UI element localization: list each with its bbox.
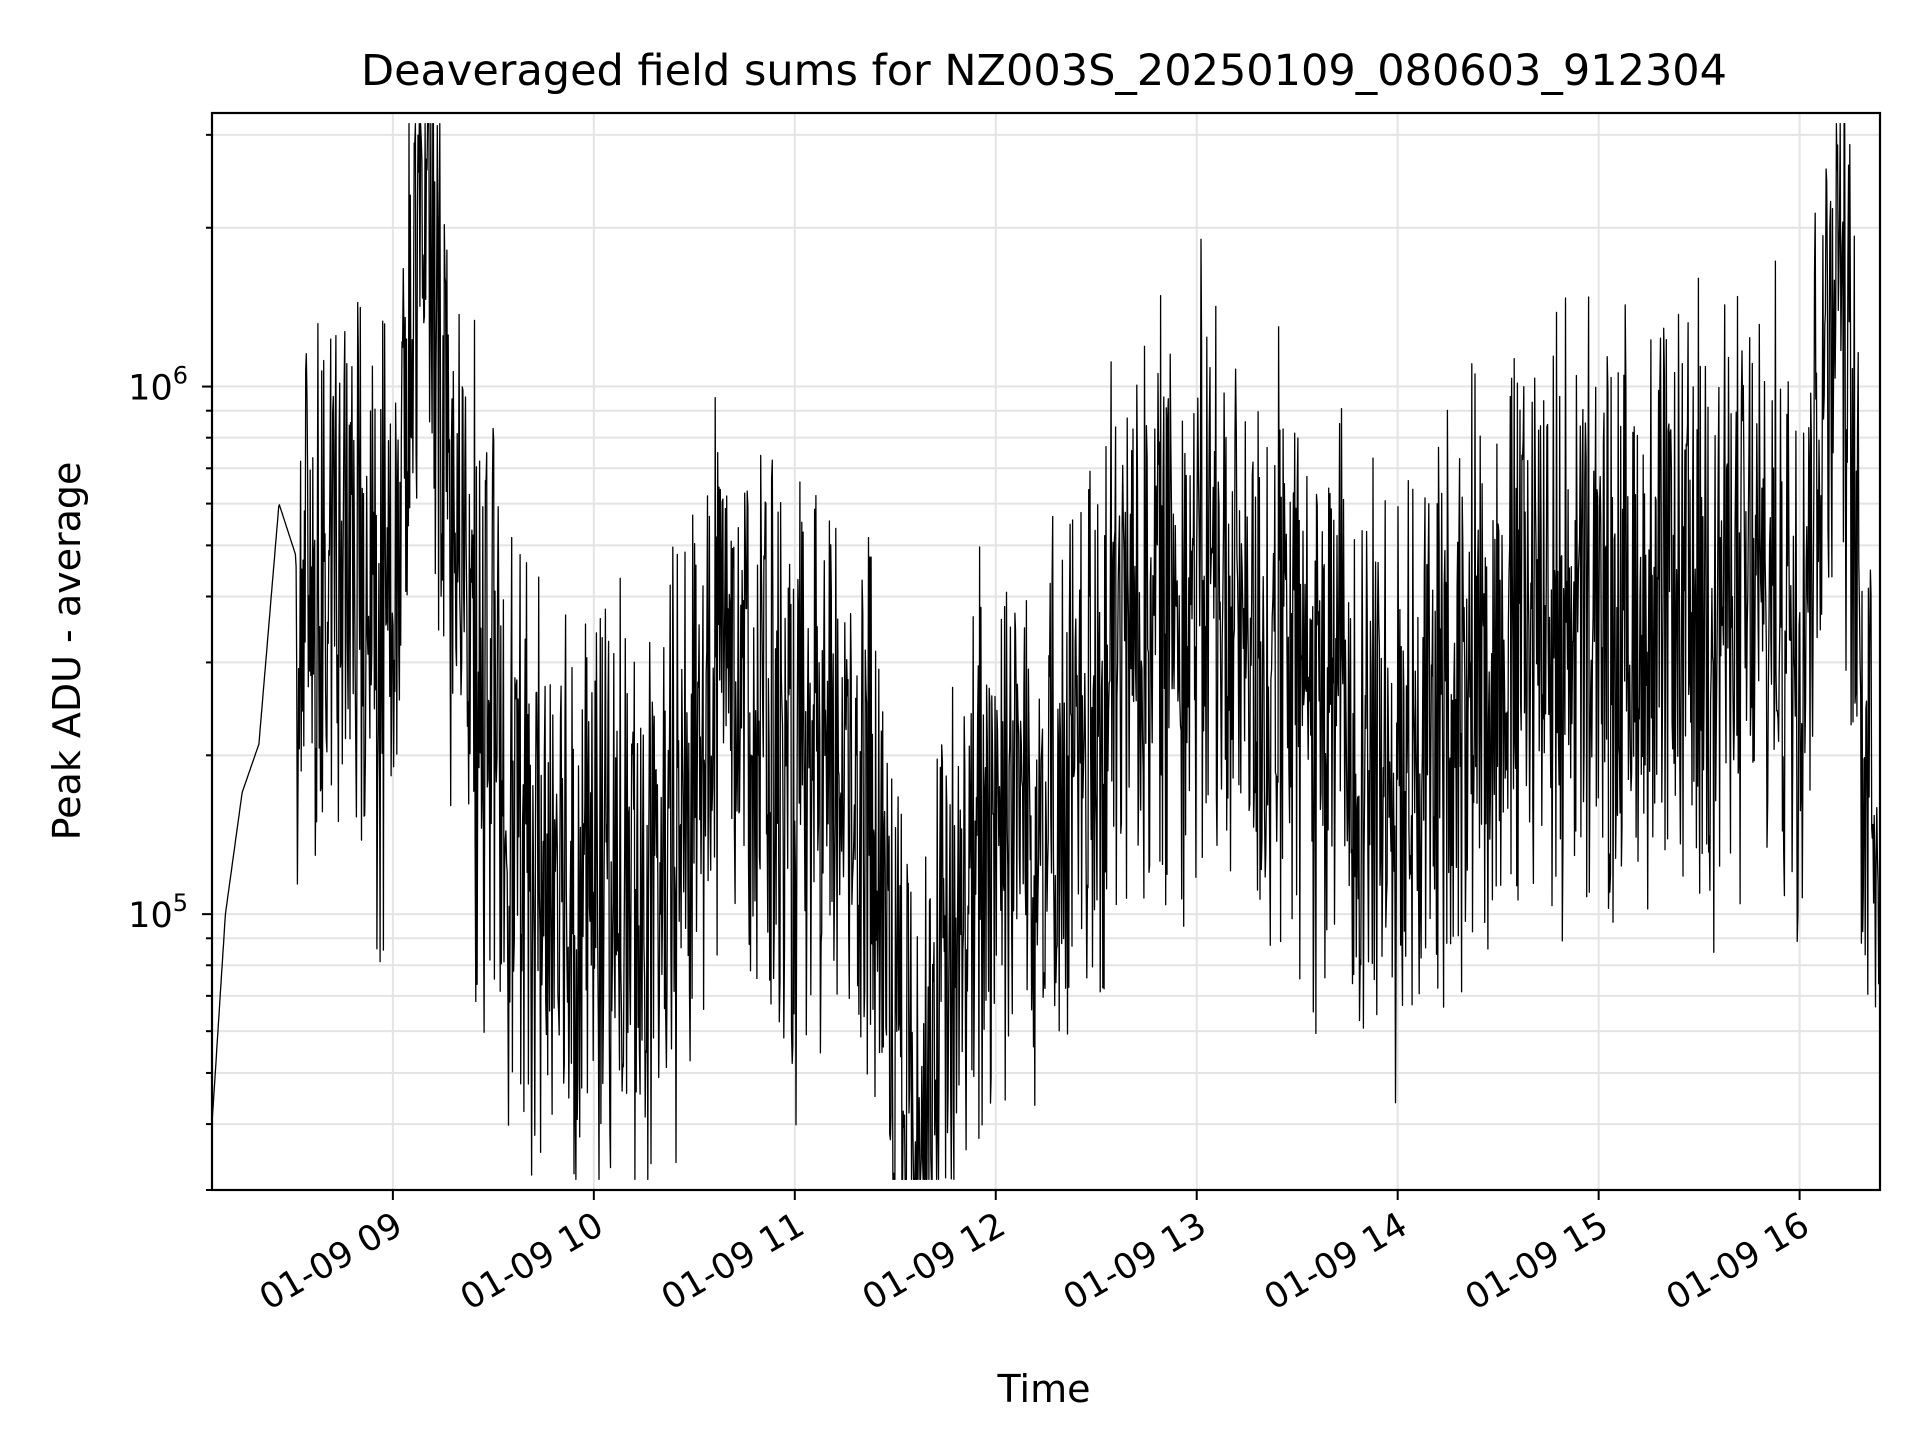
- plot-area-frame: [210, 111, 1882, 1192]
- y-tick-exponent: 5: [173, 889, 188, 917]
- chart-title: Deaveraged field sums for NZ003S_2025010…: [361, 46, 1727, 96]
- axis-ticks: [202, 133, 1801, 1200]
- series-line: [211, 122, 1881, 1181]
- data-series: [211, 122, 1881, 1181]
- y-tick-exponent: 6: [173, 362, 188, 390]
- y-tick-label: 105: [128, 889, 188, 936]
- y-axis-label: Peak ADU - average: [45, 462, 89, 841]
- x-axis-label: Time: [997, 1367, 1091, 1411]
- y-tick-base: 10: [128, 369, 173, 409]
- y-tick-base: 10: [128, 896, 173, 936]
- y-tick-label: 106: [128, 362, 188, 409]
